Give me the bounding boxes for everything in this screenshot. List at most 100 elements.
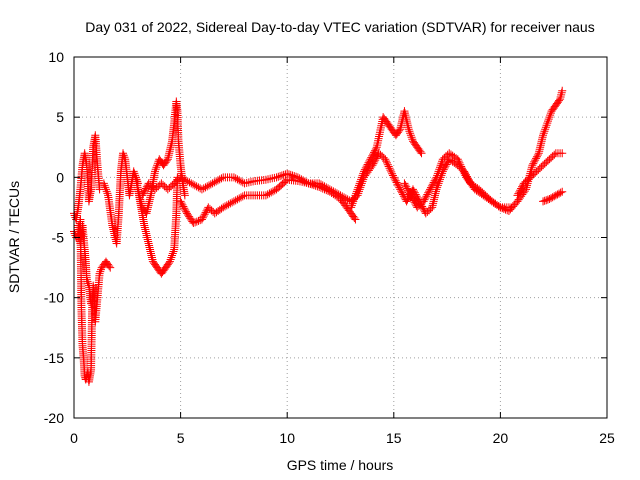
data-point: [533, 150, 542, 159]
data-point: [304, 179, 313, 188]
data-point: [460, 169, 469, 178]
data-point: [205, 181, 214, 190]
data-point: [454, 157, 463, 166]
data-point: [423, 190, 432, 199]
data-point: [527, 163, 536, 172]
data-point: [313, 182, 322, 191]
data-point: [372, 154, 381, 163]
data-point: [261, 191, 270, 200]
data-point: [237, 193, 246, 202]
data-point: [544, 115, 553, 124]
data-point: [407, 193, 416, 202]
data-point: [197, 185, 206, 194]
data-point: [208, 179, 217, 188]
y-axis-label: SDTVAR / TECUs: [6, 181, 22, 293]
data-point: [403, 195, 412, 204]
data-point: [496, 203, 505, 212]
data-point: [219, 203, 228, 212]
data-point: [539, 197, 548, 206]
data-point: [383, 160, 392, 169]
data-point: [354, 187, 363, 196]
data-point: [441, 162, 450, 171]
data-point: [138, 191, 147, 200]
y-tick-label: -15: [44, 350, 64, 366]
data-point: [405, 127, 414, 136]
data-point: [459, 167, 468, 176]
x-tick-label: 0: [70, 430, 78, 446]
data-point: [382, 158, 391, 167]
data-point: [130, 169, 139, 178]
data-point: [274, 172, 283, 181]
data-point: [119, 151, 128, 160]
data-point: [186, 214, 195, 223]
data-point: [106, 263, 115, 272]
data-point: [529, 159, 538, 168]
data-point: [355, 185, 364, 194]
data-point: [424, 188, 433, 197]
data-point: [235, 176, 244, 185]
data-point: [238, 192, 247, 201]
data-point: [442, 160, 451, 169]
data-point: [416, 147, 425, 156]
data-point: [542, 196, 551, 205]
data-point: [405, 187, 414, 196]
data-point: [515, 187, 524, 196]
data-point: [427, 181, 436, 190]
data-point: [168, 249, 177, 258]
chart-title: Day 031 of 2022, Sidereal Day-to-day VTE…: [85, 19, 594, 35]
data-point: [555, 189, 564, 198]
data-point: [199, 212, 208, 221]
data-point: [432, 173, 441, 182]
data-point: [267, 188, 276, 197]
data-point: [431, 175, 440, 184]
data-point: [140, 186, 149, 195]
data-point: [198, 213, 207, 222]
data-point: [192, 182, 201, 191]
data-point: [550, 150, 559, 159]
data-point: [556, 95, 565, 104]
data-point: [551, 191, 560, 200]
data-point: [453, 155, 462, 164]
data-point: [557, 90, 566, 99]
data-point: [152, 163, 161, 172]
data-point: [530, 157, 539, 166]
data-point: [194, 216, 203, 225]
data-point: [231, 196, 240, 205]
data-point: [392, 178, 401, 187]
data-point: [176, 173, 185, 182]
data-point: [357, 181, 366, 190]
data-point: [371, 156, 380, 165]
x-tick-label: 15: [386, 430, 402, 446]
data-point: [558, 86, 567, 95]
data-point: [179, 202, 188, 211]
data-point: [436, 161, 445, 170]
data-point: [101, 183, 110, 192]
data-point: [167, 253, 176, 262]
data-point: [318, 184, 327, 193]
data-point: [558, 149, 567, 158]
data-point: [394, 181, 403, 190]
data-point: [550, 192, 559, 201]
data-point: [279, 170, 288, 179]
y-tick-label: -5: [52, 230, 65, 246]
axis-ticks: [73, 56, 608, 419]
data-point: [105, 262, 114, 271]
x-tick-label: 20: [493, 430, 509, 446]
data-point: [455, 158, 464, 167]
data-point: [406, 191, 415, 200]
data-point: [180, 204, 189, 213]
y-tick-label: 5: [56, 109, 64, 125]
data-point: [233, 195, 242, 204]
data-point: [525, 171, 534, 180]
data-point: [542, 121, 551, 130]
data-point: [381, 155, 390, 164]
data-point: [408, 135, 417, 144]
data-point: [532, 154, 541, 163]
data-point: [263, 190, 272, 199]
series-5: [133, 97, 189, 218]
data-point: [183, 177, 192, 186]
data-point: [182, 209, 191, 218]
data-point: [309, 181, 318, 190]
data-point: [281, 177, 290, 186]
data-point: [425, 187, 434, 196]
